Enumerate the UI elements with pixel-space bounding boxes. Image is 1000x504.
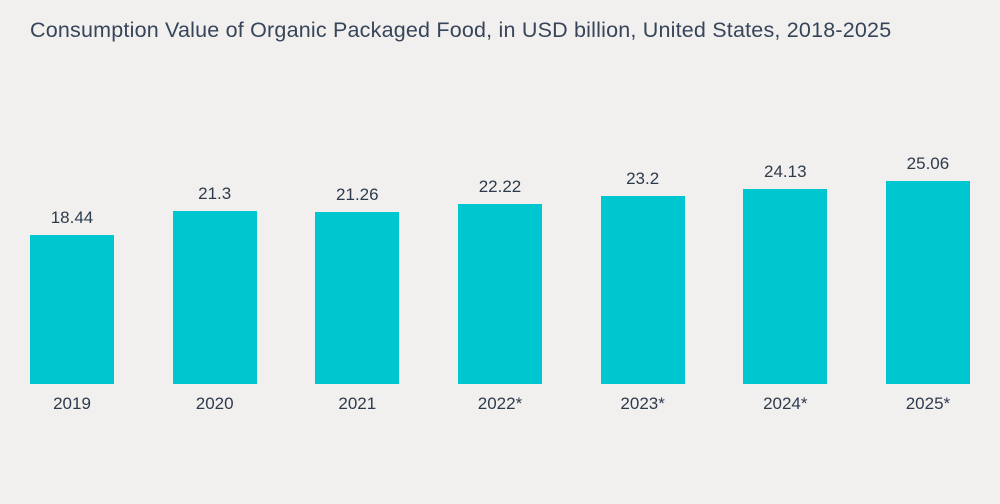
bar-chart: 18.44 2019 21.3 2020 21.26 2021 22.22 2022* 23.2… (0, 154, 1000, 414)
x-axis-label: 2019 (53, 394, 91, 413)
bar (30, 235, 114, 384)
bar-value-label: 18.44 (50, 208, 94, 227)
bar-value-label: 21.3 (198, 184, 232, 203)
bar-group: 18.44 2019 (30, 208, 114, 414)
chart-title: Consumption Value of Organic Packaged Fo… (30, 18, 892, 42)
bar-value-label: 24.13 (764, 162, 807, 181)
bar-group: 21.26 2021 (315, 185, 400, 414)
bar-value-label: 23.2 (626, 169, 660, 188)
bar-group: 21.3 2020 (172, 184, 257, 414)
bar (315, 212, 400, 384)
x-axis-label: 2020 (195, 394, 234, 413)
bar-value-label: 22.22 (478, 177, 522, 196)
bar (172, 211, 257, 384)
bar (885, 181, 970, 384)
bar-group: 22.22 2022* (457, 177, 542, 414)
bar (600, 196, 685, 384)
bar-value-label: 21.26 (336, 185, 379, 204)
x-axis-label: 2024* (763, 394, 808, 413)
bar-group: 23.2 2023* (600, 169, 685, 414)
bar (457, 204, 542, 384)
x-axis-label: 2021 (338, 394, 377, 413)
x-axis-label: 2025* (905, 394, 951, 413)
bar-value-label: 25.06 (906, 154, 950, 173)
bar-group: 25.06 2025* (885, 154, 970, 414)
x-axis-label: 2023* (620, 394, 665, 413)
x-axis-label: 2022* (477, 394, 523, 413)
bar-group: 24.13 2024* (743, 162, 828, 414)
bar (743, 189, 828, 384)
